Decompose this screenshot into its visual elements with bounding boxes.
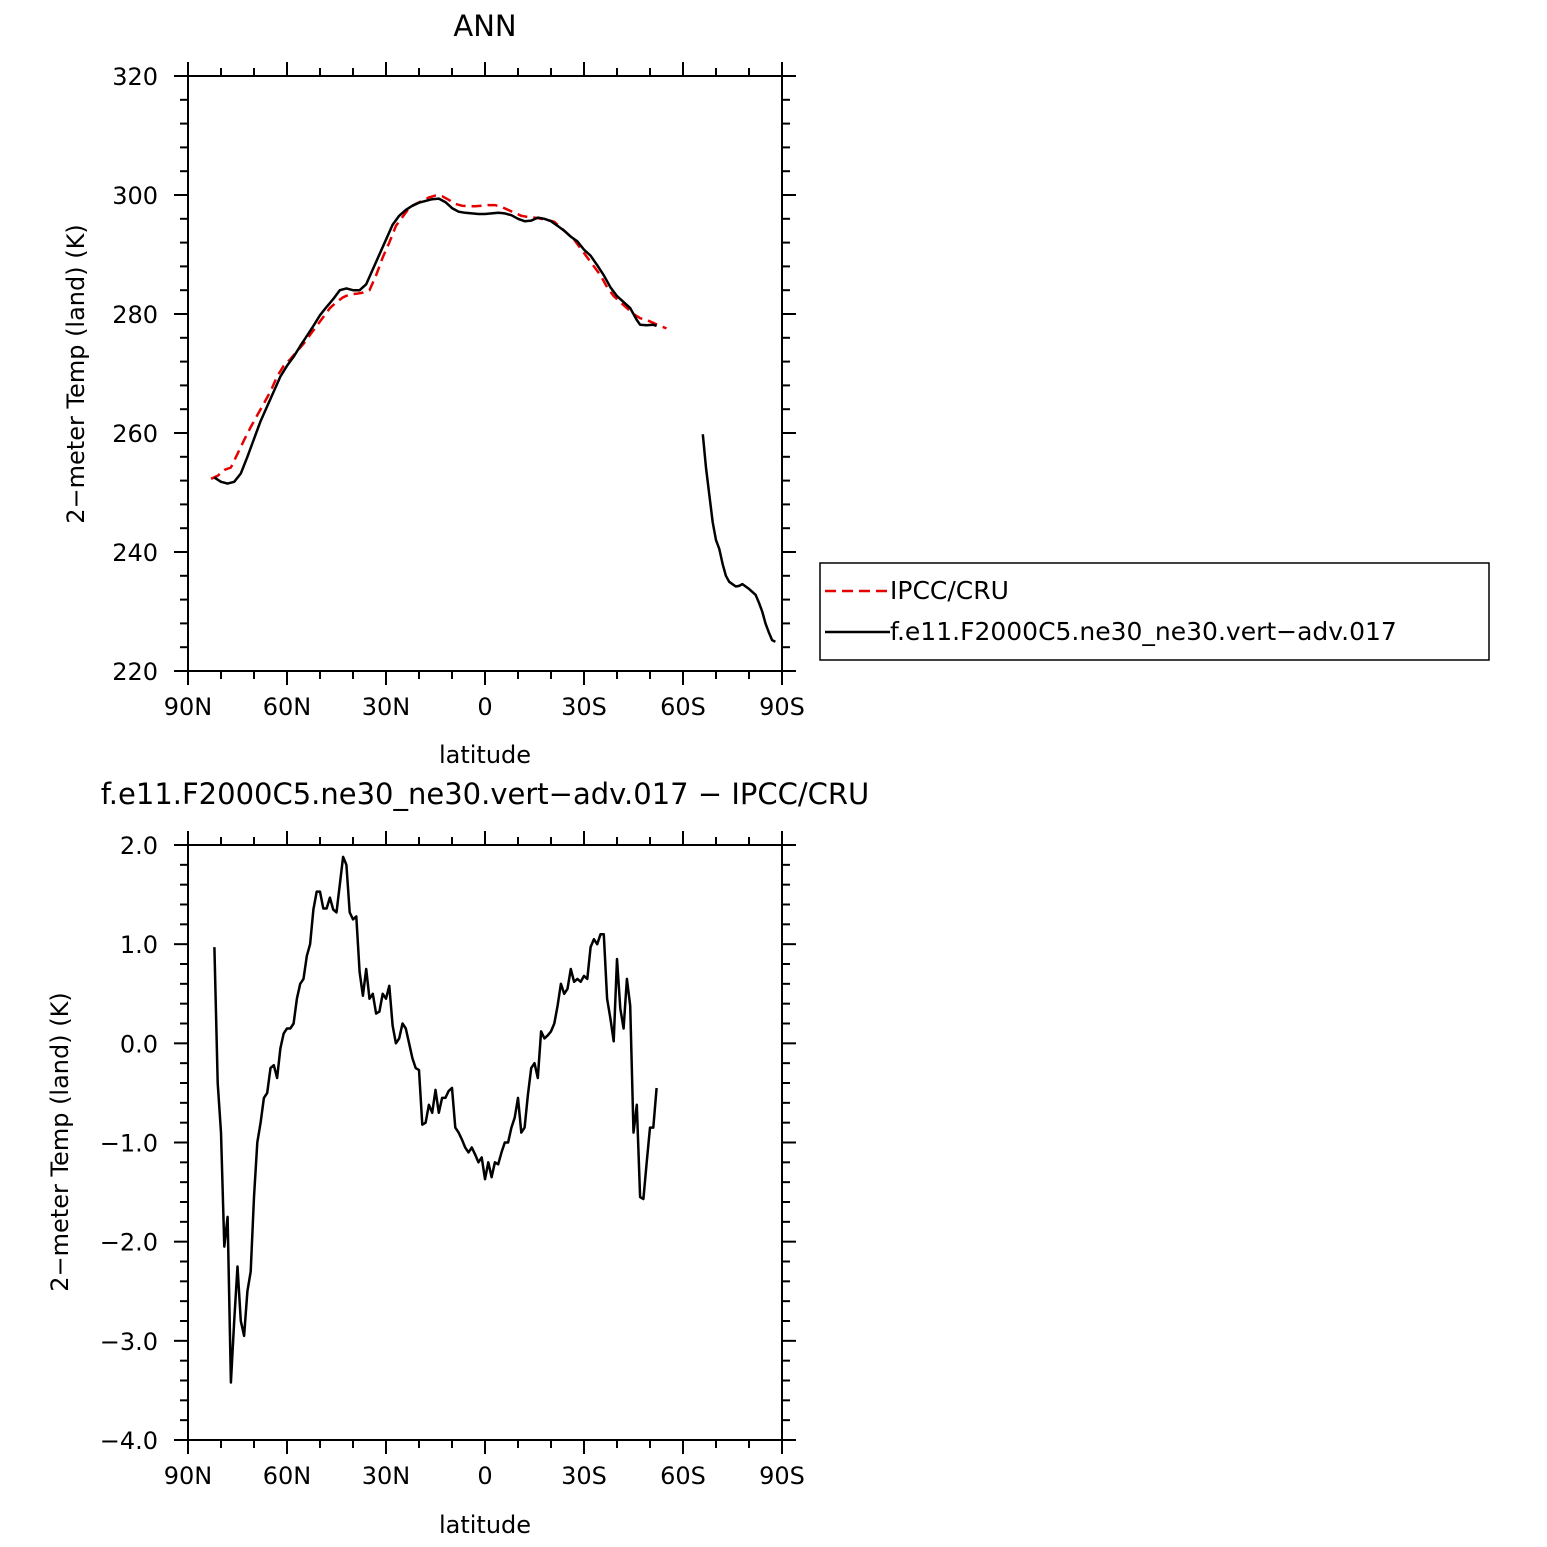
top-chart-plot-area: 90N 60N 30N 0 30S 60S 90S 220 240 260 280 300 320 (112, 62, 805, 721)
top-x-tick-label: 30S (561, 693, 607, 721)
top-x-tick-label: 90N (164, 693, 213, 721)
bottom-chart: f.e11.F2000C5.ne30_ne30.vert−adv.017 − I… (46, 777, 869, 1539)
top-chart-y-label: 2−meter Temp (land) (K) (62, 224, 90, 523)
top-series-1-line (213, 197, 658, 485)
bottom-x-tick-label: 60S (660, 1462, 706, 1490)
bottom-chart-x-label: latitude (439, 1511, 531, 1539)
bottom-chart-y-label: 2−meter Temp (land) (K) (46, 992, 74, 1291)
bottom-chart-title: f.e11.F2000C5.ne30_ne30.vert−adv.017 − I… (101, 777, 870, 811)
bottom-plot-frame (187, 844, 783, 1441)
top-series-0-line (210, 194, 667, 480)
bottom-x-tick-label: 60N (263, 1462, 312, 1490)
top-y-tick-label: 260 (112, 420, 158, 448)
bottom-y-tick-label: −4.0 (100, 1427, 158, 1455)
top-chart-x-label: latitude (439, 741, 531, 769)
bottom-series-0-line (213, 855, 658, 1384)
top-chart: ANN 90N 60N 30N 0 30S 60S 90S 220 240 260 280 300 32… (62, 9, 805, 769)
bottom-x-tick-label: 90S (759, 1462, 805, 1490)
bottom-y-tick-label: −2.0 (100, 1229, 158, 1257)
top-x-tick-label: 30N (362, 693, 411, 721)
top-y-tick-label: 280 (112, 301, 158, 329)
legend-label-ipcc-cru: IPCC/CRU (890, 576, 1009, 605)
top-x-tick-label: 60N (263, 693, 312, 721)
top-y-tick-label: 300 (112, 182, 158, 210)
top-y-tick-label: 240 (112, 539, 158, 567)
bottom-y-tick-label: 2.0 (120, 832, 158, 860)
legend: IPCC/CRU f.e11.F2000C5.ne30_ne30.vert−ad… (819, 562, 1490, 661)
bottom-y-tick-label: −1.0 (100, 1130, 158, 1158)
bottom-x-tick-label: 30N (362, 1462, 411, 1490)
bottom-x-tick-label: 90N (164, 1462, 213, 1490)
top-y-tick-label: 220 (112, 658, 158, 686)
legend-box (819, 562, 1490, 661)
top-y-tick-label: 320 (112, 63, 158, 91)
bottom-chart-plot-area: 90N 60N 30N 0 30S 60S 90S −4.0 −3.0 −2.0 −1.0 0.0 1.… (100, 831, 805, 1490)
bottom-y-tick-label: −3.0 (100, 1328, 158, 1356)
legend-label-model: f.e11.F2000C5.ne30_ne30.vert−adv.017 (890, 617, 1397, 646)
bottom-y-tick-label: 1.0 (120, 931, 158, 959)
top-series-1-line (701, 434, 776, 643)
bottom-x-tick-label: 30S (561, 1462, 607, 1490)
top-plot-frame (187, 75, 783, 672)
top-x-tick-label: 60S (660, 693, 706, 721)
bottom-y-tick-label: 0.0 (120, 1030, 158, 1058)
bottom-x-tick-label: 0 (477, 1462, 492, 1490)
top-chart-title: ANN (453, 9, 516, 43)
top-x-tick-label: 0 (477, 693, 492, 721)
top-x-tick-label: 90S (759, 693, 805, 721)
